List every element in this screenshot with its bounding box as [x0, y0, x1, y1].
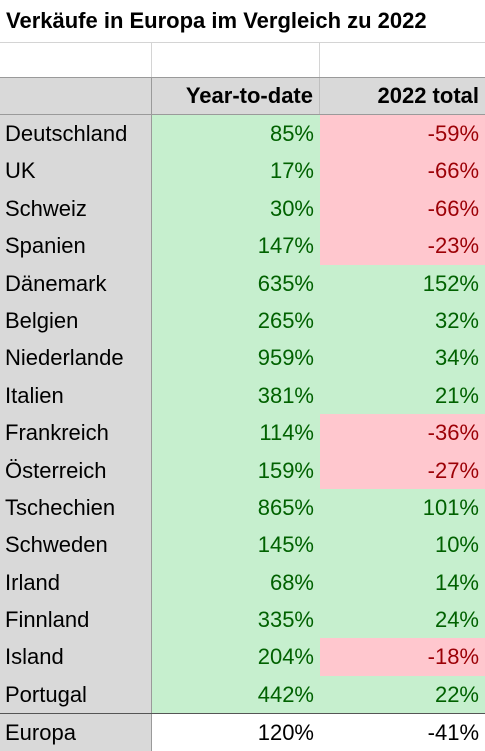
ytd-cell[interactable]: 865%: [152, 488, 320, 527]
ytd-cell[interactable]: 204%: [152, 638, 320, 676]
table-row: Deutschland 85% -59%: [0, 115, 485, 153]
empty-cell[interactable]: [152, 43, 320, 77]
country-cell[interactable]: Tschechien: [0, 488, 152, 527]
total-2022-cell[interactable]: -23%: [320, 227, 485, 265]
ytd-cell[interactable]: 17%: [152, 152, 320, 190]
table-body: Deutschland 85% -59% UK 17% -66% Schweiz 30% -66…: [0, 115, 485, 714]
total-2022-total-cell[interactable]: -41%: [427, 720, 479, 746]
total-2022-cell[interactable]: -66%: [320, 152, 485, 190]
country-cell[interactable]: Portugal: [0, 675, 152, 714]
table-row: Italien 381% 21%: [0, 376, 485, 415]
country-cell[interactable]: UK: [0, 152, 152, 190]
total-2022-cell[interactable]: -27%: [320, 451, 485, 489]
total-2022-cell[interactable]: 10%: [320, 526, 485, 564]
table-row: Portugal 442% 22%: [0, 675, 485, 714]
country-cell[interactable]: Spanien: [0, 227, 152, 265]
country-cell[interactable]: Schweiz: [0, 189, 152, 228]
table-row: Niederlande 959% 34%: [0, 339, 485, 377]
total-ytd-cell[interactable]: 120%: [257, 720, 314, 746]
ytd-cell[interactable]: 265%: [152, 301, 320, 340]
table-row: Österreich 159% -27%: [0, 451, 485, 489]
ytd-cell[interactable]: 635%: [152, 264, 320, 302]
total-2022-cell[interactable]: 24%: [320, 601, 485, 639]
country-cell[interactable]: Niederlande: [0, 339, 152, 377]
country-cell[interactable]: Island: [0, 638, 152, 676]
country-cell[interactable]: Frankreich: [0, 414, 152, 452]
ytd-cell[interactable]: 85%: [152, 115, 320, 153]
empty-cell[interactable]: [320, 43, 485, 77]
total-2022-cell[interactable]: 32%: [320, 301, 485, 340]
total-country-cell[interactable]: Europa: [0, 714, 152, 751]
table-row: Belgien 265% 32%: [0, 301, 485, 340]
ytd-cell[interactable]: 30%: [152, 189, 320, 228]
ytd-cell[interactable]: 68%: [152, 563, 320, 602]
empty-row: [0, 43, 485, 77]
ytd-cell[interactable]: 442%: [152, 675, 320, 714]
table-row: Spanien 147% -23%: [0, 227, 485, 265]
ytd-cell[interactable]: 335%: [152, 601, 320, 639]
country-cell[interactable]: Finnland: [0, 601, 152, 639]
table-row: Dänemark 635% 152%: [0, 264, 485, 302]
total-2022-cell[interactable]: -66%: [320, 189, 485, 228]
table-row: Irland 68% 14%: [0, 563, 485, 602]
table-row: Frankreich 114% -36%: [0, 414, 485, 452]
country-cell[interactable]: Schweden: [0, 526, 152, 564]
ytd-cell[interactable]: 959%: [152, 339, 320, 377]
total-2022-cell[interactable]: -18%: [320, 638, 485, 676]
country-cell[interactable]: Belgien: [0, 301, 152, 340]
table-row: UK 17% -66%: [0, 152, 485, 190]
header-country-cell[interactable]: [0, 78, 152, 114]
total-2022-cell[interactable]: -36%: [320, 414, 485, 452]
country-cell[interactable]: Irland: [0, 563, 152, 602]
sheet-title[interactable]: Verkäufe in Europa im Vergleich zu 2022: [0, 0, 485, 43]
table-row: Schweden 145% 10%: [0, 526, 485, 564]
total-row: Europa 120% -41%: [0, 713, 485, 751]
country-cell[interactable]: Dänemark: [0, 264, 152, 302]
ytd-cell[interactable]: 147%: [152, 227, 320, 265]
country-cell[interactable]: Deutschland: [0, 115, 152, 153]
table-row: Schweiz 30% -66%: [0, 189, 485, 228]
ytd-cell[interactable]: 381%: [152, 376, 320, 415]
header-2022-total-cell[interactable]: 2022 total: [377, 83, 480, 108]
ytd-cell[interactable]: 145%: [152, 526, 320, 564]
total-2022-cell[interactable]: 14%: [320, 563, 485, 602]
country-cell[interactable]: Österreich: [0, 451, 152, 489]
header-ytd-cell[interactable]: Year-to-date: [152, 78, 320, 114]
header-row: Year-to-date 2022 total: [0, 77, 485, 115]
ytd-cell[interactable]: 114%: [152, 414, 320, 452]
total-2022-cell[interactable]: -59%: [320, 115, 485, 153]
total-2022-cell[interactable]: 152%: [320, 264, 485, 302]
empty-cell[interactable]: [0, 43, 152, 77]
table-row: Finnland 335% 24%: [0, 601, 485, 639]
table-row: Tschechien 865% 101%: [0, 488, 485, 527]
country-cell[interactable]: Italien: [0, 376, 152, 415]
ytd-cell[interactable]: 159%: [152, 451, 320, 489]
table-row: Island 204% -18%: [0, 638, 485, 676]
total-2022-cell[interactable]: 22%: [320, 675, 485, 714]
total-2022-cell[interactable]: 101%: [320, 488, 485, 527]
total-2022-cell[interactable]: 21%: [320, 376, 485, 415]
total-2022-cell[interactable]: 34%: [320, 339, 485, 377]
